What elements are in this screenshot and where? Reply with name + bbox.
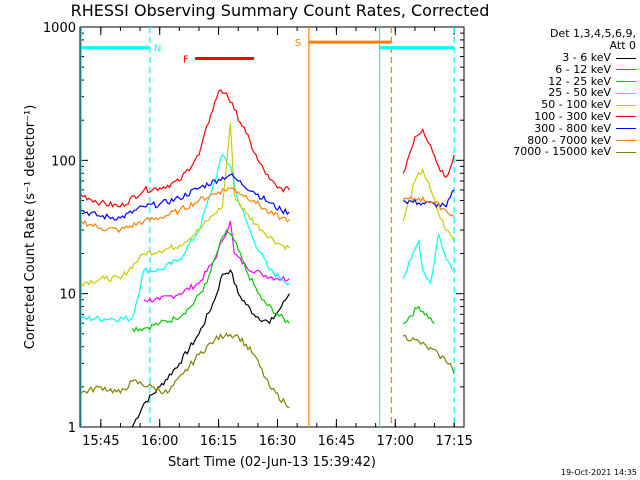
series-line xyxy=(131,268,290,428)
x-tick-label: 17:00 xyxy=(377,434,414,449)
series-line xyxy=(80,332,290,409)
series-line xyxy=(131,228,290,333)
legend-item-label: 800 - 7000 keV xyxy=(527,133,611,147)
series-line xyxy=(402,334,455,375)
footer-timestamp: 19-Oct-2021 14:35 xyxy=(561,468,637,477)
series-line xyxy=(143,220,290,303)
series-line xyxy=(402,167,455,241)
legend-swatch xyxy=(616,81,636,83)
x-tick-label: 16:30 xyxy=(259,434,296,449)
legend-item-label: 25 - 50 keV xyxy=(548,86,611,100)
series-line xyxy=(402,233,455,285)
y-tick-label: 100 xyxy=(51,154,76,169)
legend-item-label: 300 - 800 keV xyxy=(534,121,611,135)
legend-item: 3 - 6 keV xyxy=(478,52,636,64)
legend-header-line-2: Att 0 xyxy=(609,39,636,52)
legend-swatch xyxy=(616,128,636,130)
annotation-flare: F xyxy=(183,55,189,66)
legend-item-label: 100 - 300 keV xyxy=(534,109,611,123)
x-tick-label: 16:15 xyxy=(200,434,237,449)
legend-item-label: 50 - 100 keV xyxy=(541,98,611,112)
chart-title: RHESSI Observing Summary Count Rates, Co… xyxy=(70,1,490,20)
legend-item: 800 - 7000 keV xyxy=(478,133,636,147)
series-line xyxy=(80,187,290,234)
legend-swatch xyxy=(616,116,636,118)
y-tick-label: 1 xyxy=(68,421,76,436)
series-line xyxy=(402,189,455,209)
x-tick-label: 15:45 xyxy=(82,434,119,449)
x-tick-label: 17:15 xyxy=(435,434,472,449)
y-tick-label: 1000 xyxy=(43,21,76,36)
legend-swatch xyxy=(616,104,636,106)
plot-frame xyxy=(79,26,465,428)
annotation-night: N xyxy=(154,44,161,55)
series-line xyxy=(80,153,290,323)
legend-swatch xyxy=(616,92,636,94)
legend-item-label: 12 - 25 keV xyxy=(548,74,611,88)
series-line xyxy=(80,123,290,287)
y-axis-label: Corrected Count Rate (s⁻¹ detector⁻¹) xyxy=(23,105,38,350)
legend: Det 1,3,4,5,6,9, Att 0 3 - 6 keV 6 - 12 k… xyxy=(478,28,636,158)
legend-item: 12 - 25 keV xyxy=(478,74,636,88)
legend-item-label: 3 - 6 keV xyxy=(562,51,611,64)
legend-item-label: 7000 - 15000 keV xyxy=(513,145,611,159)
legend-item: 300 - 800 keV xyxy=(478,121,636,135)
legend-item-label: 6 - 12 keV xyxy=(555,62,611,76)
series-line xyxy=(80,89,290,208)
series-line xyxy=(402,195,455,217)
legend-item: 6 - 12 keV xyxy=(478,62,636,76)
x-tick-label: 16:00 xyxy=(141,434,178,449)
legend-item: 50 - 100 keV xyxy=(478,99,636,111)
series-line xyxy=(81,173,290,221)
legend-item: 100 - 300 keV xyxy=(478,111,636,123)
annotation-saa: S xyxy=(295,38,301,49)
series-line xyxy=(402,128,455,178)
y-tick-label: 10 xyxy=(59,288,76,303)
legend-swatch xyxy=(616,140,636,142)
legend-swatch xyxy=(616,151,636,153)
x-axis-label: Start Time (02-Jun-13 15:39:42) xyxy=(168,455,376,470)
x-tick-label: 16:45 xyxy=(318,434,355,449)
legend-header-line-1: Det 1,3,4,5,6,9, xyxy=(549,27,636,40)
legend-item: 7000 - 15000 keV xyxy=(478,146,636,158)
series-line xyxy=(403,305,435,324)
legend-swatch xyxy=(616,57,636,59)
legend-swatch xyxy=(616,69,636,71)
legend-item: 25 - 50 keV xyxy=(478,87,636,99)
